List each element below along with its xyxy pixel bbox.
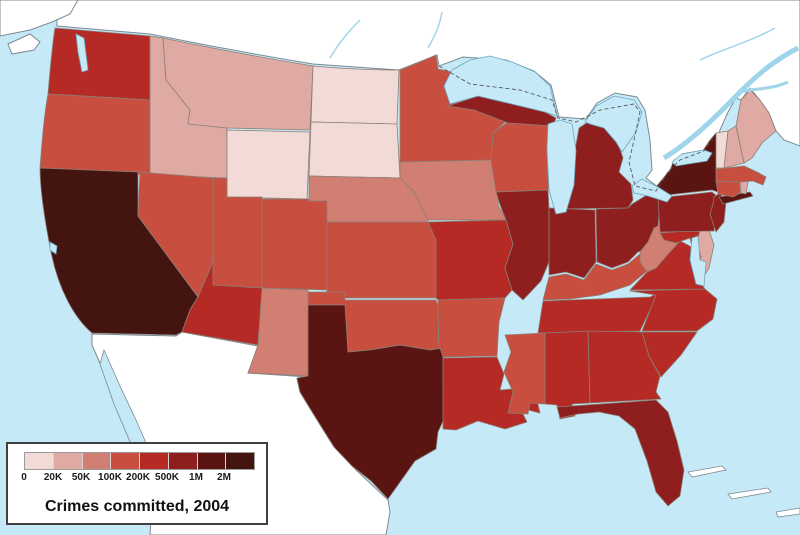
legend-swatch-7 — [197, 453, 227, 469]
coastal-island — [7, 33, 41, 55]
state-new-york-long-island — [718, 191, 754, 205]
san-francisco-bay — [49, 241, 58, 255]
river — [329, 19, 361, 59]
state-north-carolina — [629, 288, 718, 332]
state-south-dakota — [308, 121, 401, 179]
rivers — [329, 11, 800, 161]
legend-tick-1m: 1M — [189, 472, 203, 483]
state-massachusetts — [715, 165, 767, 186]
bahamas-island — [775, 507, 800, 518]
legend-tick-2m: 2M — [217, 472, 231, 483]
legend-tick-20k: 20K — [43, 472, 63, 483]
legend-tick-labels: 0 20K 50K 100K 200K 500K 1M 2M — [8, 472, 266, 486]
state-montana — [162, 37, 314, 131]
river — [427, 11, 443, 49]
st-lawrence-river — [662, 45, 800, 161]
vancouver-island — [0, 0, 79, 37]
state-colorado — [261, 198, 328, 291]
state-california — [39, 167, 199, 336]
river — [739, 80, 789, 94]
state-wyoming — [226, 129, 311, 200]
bahamas-island — [727, 487, 772, 500]
legend-swatch-6 — [168, 453, 198, 469]
state-maine — [735, 89, 777, 164]
state-indiana — [548, 207, 597, 279]
legend-swatch-2 — [53, 453, 83, 469]
lake-ontario — [671, 149, 713, 167]
river — [699, 27, 776, 61]
state-kansas — [326, 221, 438, 299]
state-illinois — [495, 189, 550, 301]
legend-color-scale — [24, 452, 255, 470]
legend-tick-200k: 200K — [126, 472, 150, 483]
legend: 0 20K 50K 100K 200K 500K 1M 2M Crimes co… — [6, 442, 268, 525]
canada-landmass — [56, 0, 800, 188]
state-kentucky — [542, 253, 653, 301]
state-arkansas — [437, 297, 506, 358]
legend-swatch-5 — [140, 453, 169, 469]
legend-tick-0: 0 — [21, 472, 27, 483]
lake-michigan — [546, 119, 577, 215]
legend-swatch-8 — [226, 453, 254, 469]
state-oregon — [39, 93, 151, 176]
legend-tick-50k: 50K — [71, 472, 91, 483]
state-north-dakota — [310, 65, 400, 125]
state-washington — [47, 27, 151, 101]
lake-superior — [443, 55, 558, 117]
legend-swatch-3 — [82, 453, 112, 469]
legend-tick-500k: 500K — [155, 472, 179, 483]
state-missouri — [427, 219, 514, 301]
state-florida — [556, 399, 685, 507]
puget-sound — [75, 33, 89, 73]
us-canada-border-dashes — [438, 65, 714, 192]
state-new-mexico — [247, 287, 309, 377]
state-south-carolina — [641, 331, 698, 378]
legend-swatch-4 — [111, 453, 140, 469]
chesapeake-bay — [689, 235, 707, 287]
legend-swatch-1 — [25, 453, 54, 469]
bahamas-island — [687, 465, 727, 478]
state-wisconsin — [490, 120, 552, 193]
state-connecticut — [715, 180, 741, 198]
legend-title: Crimes committed, 2004 — [44, 498, 230, 515]
legend-tick-100k: 100K — [98, 472, 122, 483]
state-texas — [296, 304, 451, 500]
